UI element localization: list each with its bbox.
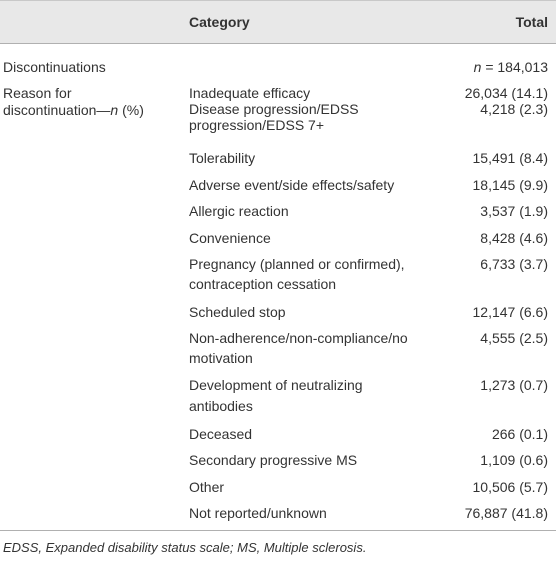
reason-label-line1: Reason for bbox=[3, 85, 72, 101]
discontinuations-label: Discontinuations bbox=[3, 59, 106, 75]
footnote: EDSS, Expanded disability status scale; … bbox=[3, 540, 367, 555]
total-cell: 1,273 (0.7) bbox=[480, 377, 548, 393]
category-cell: Tolerability bbox=[189, 150, 256, 166]
total-cell: 15,491 (8.4) bbox=[472, 150, 549, 166]
total-cell: 4,555 (2.5) bbox=[480, 330, 548, 346]
total-cell: 3,537 (1.9) bbox=[480, 203, 548, 219]
category-cell: Convenience bbox=[189, 230, 271, 246]
total-cell: 6,733 (3.7) bbox=[480, 256, 548, 272]
header-category: Category bbox=[189, 14, 250, 30]
header-band bbox=[0, 0, 556, 44]
total-cell: 76,887 (41.8) bbox=[464, 505, 548, 521]
italic-n: n bbox=[110, 102, 119, 118]
category-cell: antibodies bbox=[189, 398, 253, 414]
total-cell: 12,147 (6.6) bbox=[472, 304, 549, 320]
category-cell: contraception cessation bbox=[189, 276, 337, 292]
discontinuations-total: n = 184,013 bbox=[474, 57, 548, 77]
category-cell: Not reported/unknown bbox=[189, 505, 327, 521]
category-cell: Secondary progressive MS bbox=[189, 452, 358, 468]
total-cell: 1,109 (0.6) bbox=[480, 452, 548, 468]
category-cell: Deceased bbox=[189, 426, 253, 442]
category-cell: Disease progression/EDSS bbox=[189, 101, 359, 117]
text: (%) bbox=[118, 102, 144, 118]
text: discontinuation— bbox=[3, 102, 111, 118]
category-cell: Adverse event/side effects/safety bbox=[189, 177, 395, 193]
total-cell: 26,034 (14.1) bbox=[464, 85, 548, 101]
category-cell: Development of neutralizing bbox=[189, 377, 363, 393]
rule bbox=[0, 530, 556, 531]
category-cell: Inadequate efficacy bbox=[189, 85, 311, 101]
total-cell: 10,506 (5.7) bbox=[472, 479, 549, 495]
header-total: Total bbox=[515, 14, 548, 30]
category-cell: Allergic reaction bbox=[189, 203, 289, 219]
total-cell: 4,218 (2.3) bbox=[480, 101, 548, 117]
reason-label-line2: discontinuation—n (%) bbox=[3, 100, 144, 120]
total-cell: 8,428 (4.6) bbox=[480, 230, 548, 246]
total-text: = 184,013 bbox=[481, 59, 548, 75]
category-cell: Non-adherence/non-compliance/no bbox=[189, 330, 408, 346]
category-cell: Scheduled stop bbox=[189, 304, 286, 320]
total-cell: 18,145 (9.9) bbox=[472, 177, 549, 193]
category-cell: motivation bbox=[189, 350, 253, 366]
category-cell: Pregnancy (planned or confirmed), bbox=[189, 256, 405, 272]
category-cell: Other bbox=[189, 479, 225, 495]
total-cell: 266 (0.1) bbox=[491, 426, 548, 442]
italic-n: n bbox=[473, 59, 482, 75]
category-cell: progression/EDSS 7+ bbox=[189, 117, 325, 133]
